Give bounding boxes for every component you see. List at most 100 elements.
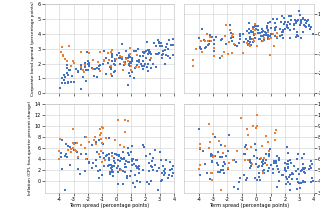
Point [146,52,151,56]
Point [257,157,262,160]
Point [117,62,123,66]
Point [147,169,152,172]
Point [278,27,283,31]
Point [295,177,300,181]
Point [274,160,279,163]
Point [285,20,290,23]
Point [309,180,314,184]
Point [96,64,101,68]
Point [75,70,80,73]
Point [263,31,268,34]
Point [94,142,99,146]
Point [260,164,265,167]
Point [277,34,283,37]
Point [263,33,268,37]
Point [298,169,303,173]
Point [145,180,150,184]
Point [260,164,265,168]
Point [219,156,224,159]
Point [207,33,212,37]
Point [136,61,141,64]
Point [126,152,131,155]
Point [157,40,162,43]
Point [157,51,162,55]
Point [58,137,63,140]
Point [284,23,289,27]
Point [293,18,298,21]
Point [117,167,123,171]
Point [110,52,115,55]
Point [285,162,290,165]
Point [117,155,122,158]
Point [153,65,158,69]
Point [260,160,265,163]
Point [126,160,131,163]
Point [302,24,307,27]
Point [113,63,118,67]
Point [255,31,260,34]
Point [128,174,133,177]
Point [135,47,140,51]
Point [299,19,304,22]
Point [209,155,214,158]
Point [156,41,161,45]
Point [92,75,97,78]
Point [261,36,267,40]
Point [254,44,260,48]
Point [197,173,203,176]
Point [121,182,126,186]
Point [275,17,280,20]
Point [62,81,67,85]
Point [149,159,154,163]
Point [286,26,291,29]
Point [109,49,115,52]
Point [267,34,272,38]
Point [95,150,100,154]
Point [131,157,136,160]
Point [72,141,77,145]
Point [111,174,116,177]
Point [136,65,141,68]
Point [130,58,135,61]
Point [248,30,253,34]
Point [223,144,228,147]
Point [294,169,299,172]
Point [72,61,77,64]
Point [59,76,64,79]
Point [69,75,74,78]
Point [149,165,155,168]
Point [160,53,165,56]
Point [132,49,137,53]
Point [171,164,176,167]
Point [261,38,266,42]
Point [137,164,142,168]
Point [198,39,203,42]
Point [285,159,291,163]
Point [291,22,296,25]
X-axis label: Term spread (percentage points): Term spread (percentage points) [209,203,289,208]
Point [109,60,115,63]
Point [252,23,258,27]
Point [294,19,300,23]
Point [129,160,134,163]
Point [202,47,207,50]
Point [111,159,116,163]
Point [263,135,268,138]
Point [259,28,264,31]
Point [261,29,266,33]
Point [57,149,62,152]
Point [302,167,307,170]
Point [212,154,217,158]
Point [298,186,303,189]
Point [70,146,76,149]
Point [310,180,316,183]
Point [282,27,287,31]
Point [134,165,139,168]
Point [83,153,88,156]
Point [267,150,272,153]
Point [61,74,66,77]
Point [216,140,221,143]
Point [275,167,280,171]
Point [265,170,270,173]
Point [247,31,252,35]
